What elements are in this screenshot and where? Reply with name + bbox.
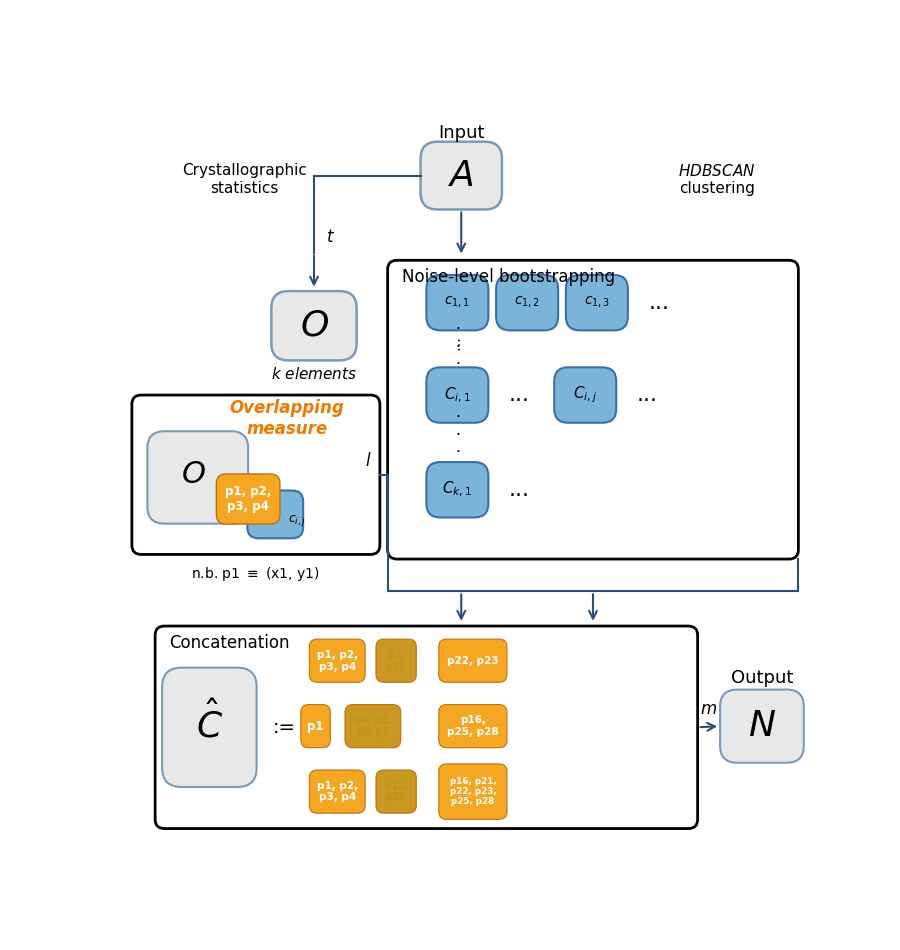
Text: p1, p2,
p3, p4: p1, p2, p3, p4 — [317, 650, 358, 672]
Text: p1, p2,
p3, p4: p1, p2, p3, p4 — [317, 781, 358, 803]
Text: Input: Input — [438, 124, 484, 142]
FancyBboxPatch shape — [310, 770, 365, 813]
Text: p7,
p15: p7, p15 — [386, 650, 406, 672]
FancyBboxPatch shape — [345, 705, 400, 748]
FancyBboxPatch shape — [162, 668, 256, 787]
FancyBboxPatch shape — [376, 770, 417, 813]
Text: $\mathit{t}$: $\mathit{t}$ — [326, 228, 335, 246]
FancyBboxPatch shape — [439, 639, 507, 682]
FancyBboxPatch shape — [439, 764, 507, 819]
Text: p16, p21,
p22, p23,
p25, p28: p16, p21, p22, p23, p25, p28 — [449, 777, 496, 807]
Text: :=: := — [273, 718, 296, 737]
Text: Overlapping
measure: Overlapping measure — [230, 399, 344, 438]
Text: ...: ... — [637, 385, 658, 405]
Text: $\boldsymbol{\mathit{N}}$: $\boldsymbol{\mathit{N}}$ — [748, 709, 776, 743]
FancyBboxPatch shape — [427, 462, 489, 518]
FancyBboxPatch shape — [427, 275, 489, 331]
FancyBboxPatch shape — [216, 474, 280, 524]
Text: $k$ elements: $k$ elements — [271, 367, 357, 382]
Text: p22, p23: p22, p23 — [447, 656, 499, 666]
Text: $c_{1,3}$: $c_{1,3}$ — [584, 295, 610, 310]
Text: ·
·
·: · · · — [454, 410, 460, 460]
Text: ...: ... — [508, 385, 530, 405]
Text: p12,
p26: p12, p26 — [384, 781, 408, 803]
Text: p4, p5,
p6, p7: p4, p5, p6, p7 — [356, 715, 390, 737]
Text: $\mathit{l}$: $\mathit{l}$ — [365, 451, 372, 469]
FancyBboxPatch shape — [388, 260, 798, 559]
Text: $\mathit{m}$: $\mathit{m}$ — [700, 700, 717, 718]
Text: ·
·
·: · · · — [454, 322, 460, 372]
Text: $\boldsymbol{\mathit{O}}$: $\boldsymbol{\mathit{O}}$ — [300, 309, 328, 343]
Text: p1, p2,
p3, p4: p1, p2, p3, p4 — [225, 485, 271, 513]
FancyBboxPatch shape — [301, 705, 330, 748]
FancyBboxPatch shape — [439, 705, 507, 748]
Text: $c_{1,2}$: $c_{1,2}$ — [514, 295, 540, 310]
Text: $c_{i,j}$: $c_{i,j}$ — [288, 513, 306, 528]
Text: ...: ... — [508, 480, 530, 500]
Text: p16,
p25, p28: p16, p25, p28 — [447, 715, 499, 737]
Text: ⋯: ⋯ — [450, 335, 464, 350]
FancyBboxPatch shape — [376, 639, 417, 682]
Text: Crystallographic
statistics: Crystallographic statistics — [182, 163, 307, 196]
Text: Noise-level bootstrapping: Noise-level bootstrapping — [401, 268, 615, 286]
FancyBboxPatch shape — [554, 368, 616, 423]
FancyBboxPatch shape — [132, 395, 380, 555]
Text: $\boldsymbol{\mathit{A}}$: $\boldsymbol{\mathit{A}}$ — [448, 159, 474, 193]
Text: n.b. p1 $\equiv$ (x1, y1): n.b. p1 $\equiv$ (x1, y1) — [192, 565, 320, 583]
FancyBboxPatch shape — [420, 142, 502, 210]
Text: $\hat{C}$: $\hat{C}$ — [196, 702, 223, 745]
FancyBboxPatch shape — [566, 275, 628, 331]
Text: p1: p1 — [307, 720, 324, 732]
FancyBboxPatch shape — [155, 626, 697, 828]
Text: $\mathit{HDBSCAN}$
clustering: $\mathit{HDBSCAN}$ clustering — [679, 162, 756, 196]
FancyBboxPatch shape — [496, 275, 558, 331]
Text: Concatenation: Concatenation — [169, 634, 290, 652]
Text: $C_{i,1}$: $C_{i,1}$ — [444, 386, 471, 405]
FancyBboxPatch shape — [248, 490, 303, 539]
Text: ...: ... — [648, 293, 670, 313]
Text: $c_{1,1}$: $c_{1,1}$ — [445, 295, 471, 310]
FancyBboxPatch shape — [720, 690, 804, 763]
Text: Output: Output — [731, 669, 793, 687]
Text: $\boldsymbol{\mathit{O}}$: $\boldsymbol{\mathit{O}}$ — [182, 460, 206, 489]
FancyBboxPatch shape — [272, 291, 356, 360]
FancyBboxPatch shape — [427, 368, 489, 423]
FancyBboxPatch shape — [310, 639, 365, 682]
FancyBboxPatch shape — [148, 431, 248, 523]
Text: $C_{i,j}$: $C_{i,j}$ — [573, 385, 598, 406]
Text: $C_{k,1}$: $C_{k,1}$ — [443, 480, 473, 500]
